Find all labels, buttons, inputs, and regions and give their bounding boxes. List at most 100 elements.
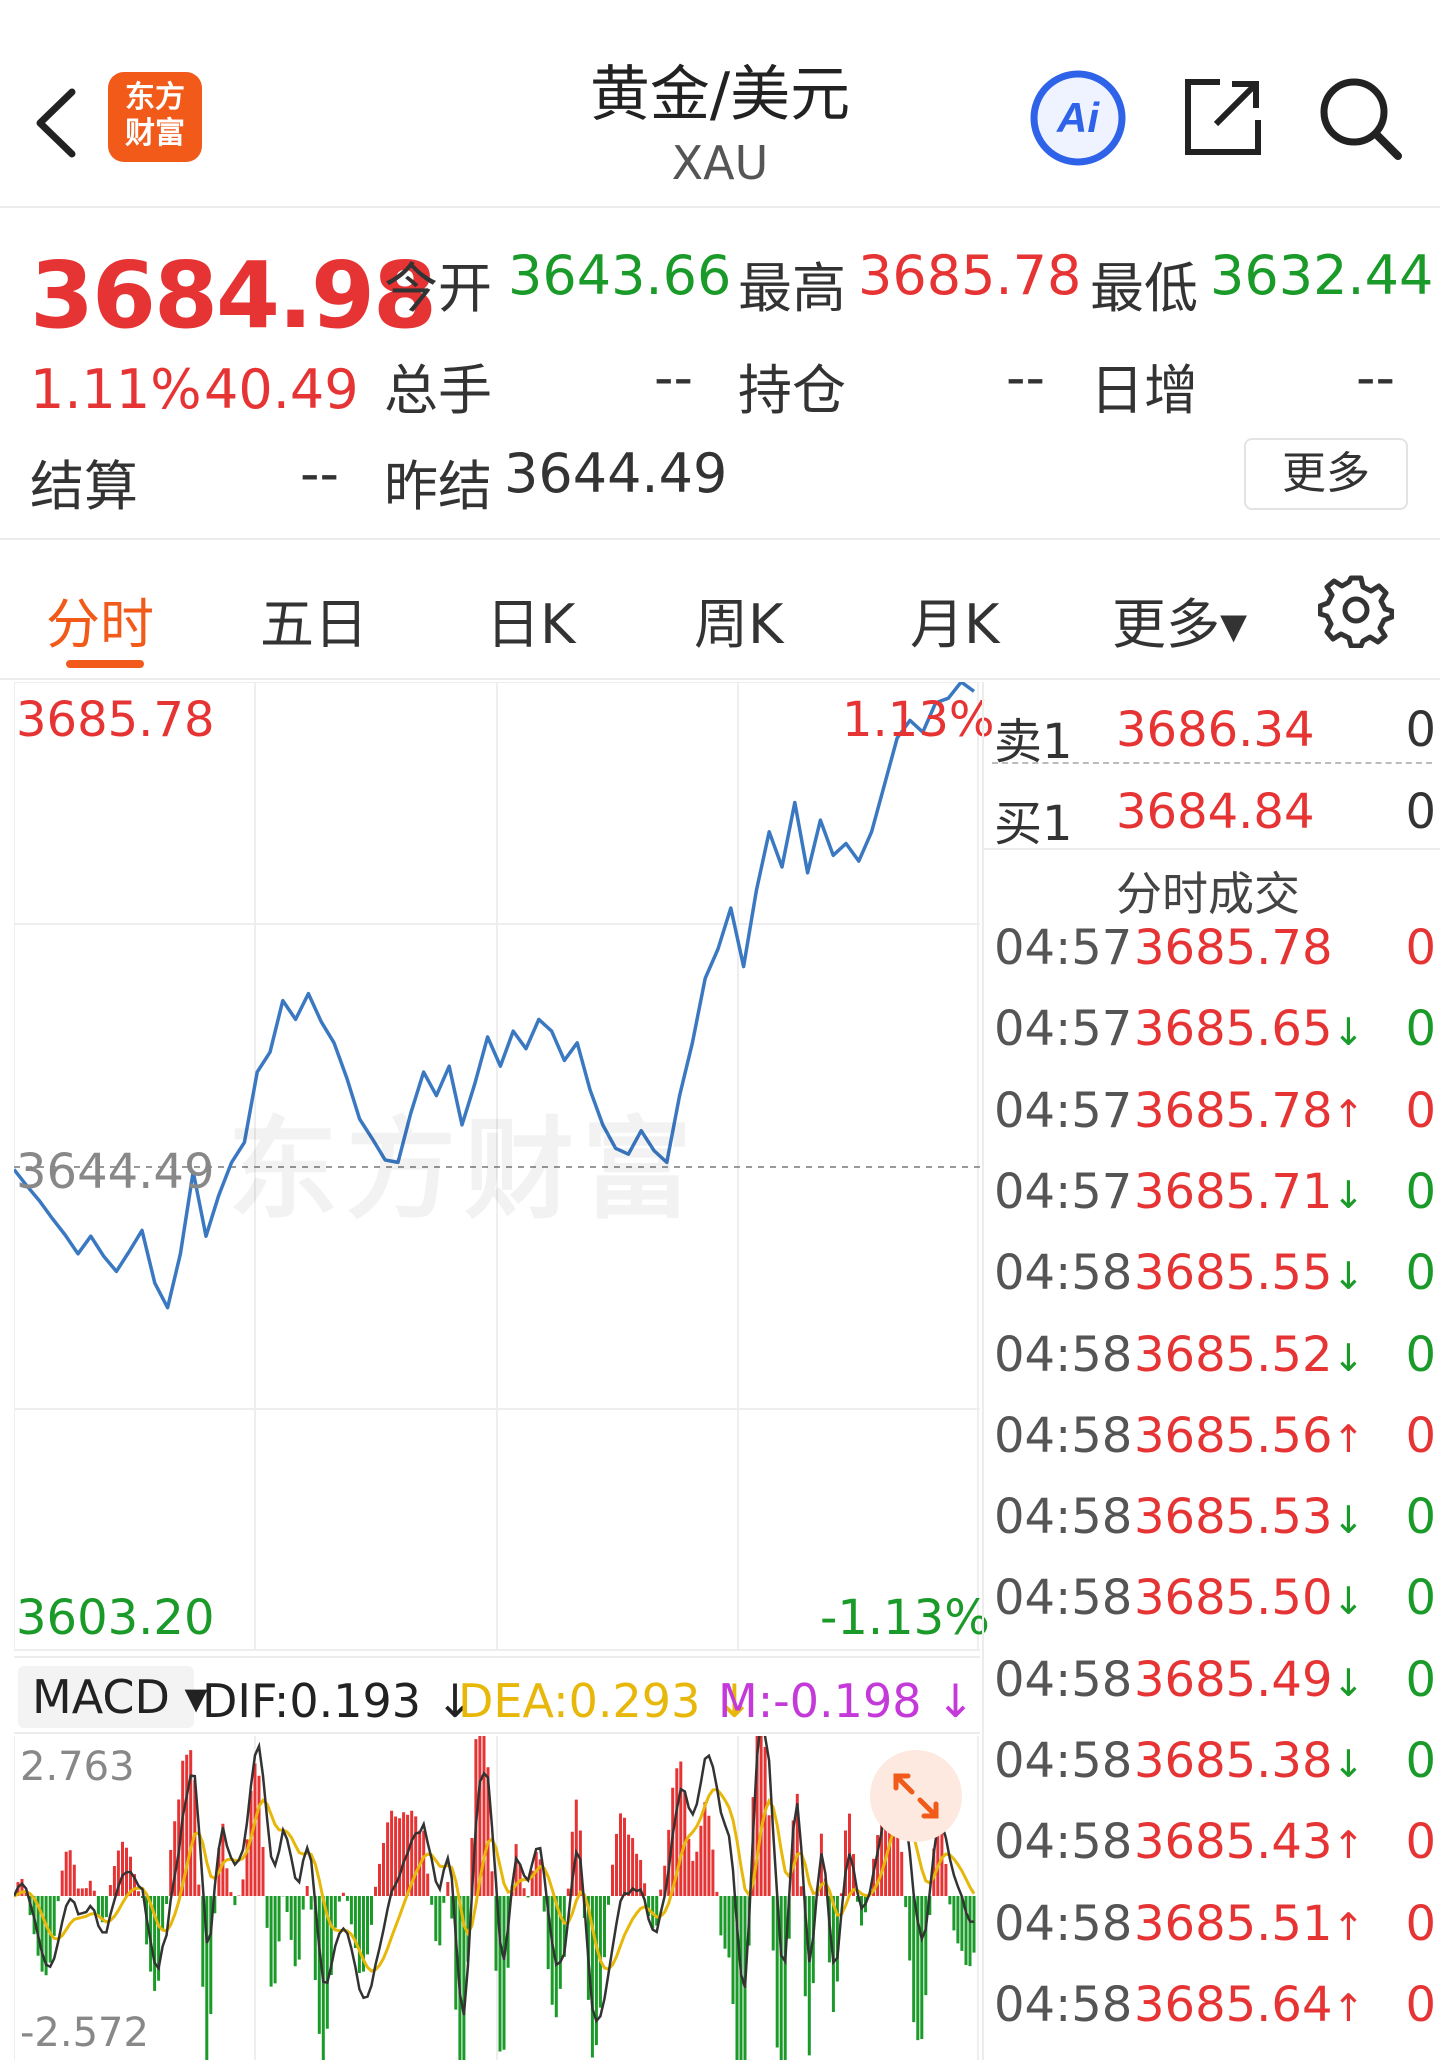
open-interest-label: 持仓 xyxy=(738,359,846,422)
tick-direction-icon: ↑ xyxy=(1332,1416,1365,1461)
tick-direction-icon: ↑ xyxy=(1332,1823,1365,1868)
tab-monthly-k[interactable]: 月K xyxy=(910,593,1000,656)
tab-five-day[interactable]: 五日 xyxy=(260,593,368,656)
indicator-selector[interactable]: MACD ▾ xyxy=(18,1666,208,1728)
more-quote-button[interactable]: 更多 xyxy=(1244,438,1408,510)
ticks-divider xyxy=(984,848,1440,850)
tick-direction-icon: ↓ xyxy=(1332,1660,1365,1705)
tick-volume: 0 xyxy=(1405,1733,1436,1789)
macd-chart[interactable] xyxy=(14,1736,980,2060)
volume-label: 总手 xyxy=(384,359,492,422)
change-percent: 1.11% xyxy=(30,358,202,421)
tick-price: 3685.55↓ xyxy=(1134,1245,1365,1302)
expand-button[interactable] xyxy=(870,1750,962,1842)
ticks-title: 分时成交 xyxy=(1116,867,1300,921)
share-button[interactable] xyxy=(1180,74,1266,160)
tick-volume: 0 xyxy=(1405,1489,1436,1546)
macd-min-label: -2.572 xyxy=(20,2010,149,2056)
search-button[interactable] xyxy=(1316,74,1406,164)
tick-volume: 0 xyxy=(1405,1814,1436,1871)
tick-volume: 0 xyxy=(1405,1245,1436,1302)
open-label: 今开 xyxy=(384,257,492,320)
price-line xyxy=(14,682,976,1310)
tick-row: 04:58 3685.52↓ 0 xyxy=(984,1327,1436,1407)
tick-volume: 0 xyxy=(1405,1163,1436,1220)
tick-direction-icon: ↓ xyxy=(1332,1172,1365,1217)
tick-price: 3685.56↑ xyxy=(1134,1407,1365,1464)
tick-price: 3685.78 xyxy=(1134,920,1333,976)
orderbook-divider xyxy=(992,762,1432,764)
tick-row: 04:58 3685.53↓ 0 xyxy=(984,1489,1436,1569)
high-value: 3685.78 xyxy=(858,244,1082,307)
tick-time: 04:58 xyxy=(994,1976,1133,2033)
open-value: 3643.66 xyxy=(508,244,732,307)
share-icon xyxy=(1185,79,1261,155)
back-button[interactable] xyxy=(26,78,86,168)
tick-direction-icon: ↑ xyxy=(1332,1904,1365,1949)
page-subtitle: XAU xyxy=(671,136,769,190)
low-label: 最低 xyxy=(1090,257,1198,320)
expand-icon xyxy=(893,1773,939,1819)
daily-increase-label: 日增 xyxy=(1090,359,1198,422)
settle-label: 结算 xyxy=(30,455,138,518)
low-value: 3632.44 xyxy=(1210,244,1434,307)
tick-time: 04:58 xyxy=(994,1489,1133,1546)
tick-volume: 0 xyxy=(1405,1082,1436,1139)
macd-dif: DIF:0.193 ↓ xyxy=(202,1674,475,1728)
tick-price: 3685.51↑ xyxy=(1134,1895,1365,1952)
tick-time: 04:57 xyxy=(994,1082,1133,1139)
tick-row: 04:58 3685.51↑ 0 xyxy=(984,1896,1436,1976)
top-bar: 东方 财富 黄金/美元 XAU Ai xyxy=(0,0,1440,208)
tick-price: 3685.43↑ xyxy=(1134,1814,1365,1871)
tick-direction-icon: ↓ xyxy=(1332,1254,1365,1299)
tick-row: 04:58 3685.55↓ 0 xyxy=(984,1245,1436,1325)
tick-volume: 0 xyxy=(1405,1407,1436,1464)
tick-row: 04:58 3685.50↓ 0 xyxy=(984,1570,1436,1650)
tick-time: 04:58 xyxy=(994,1895,1133,1952)
page-title: 黄金/美元 xyxy=(589,60,851,130)
ask-volume: 0 xyxy=(1405,702,1436,758)
tick-volume: 0 xyxy=(1405,1001,1436,1058)
change-amount: 40.49 xyxy=(204,358,359,421)
tick-row: 04:58 3685.64↑ 0 xyxy=(984,1977,1436,2057)
tick-time: 04:58 xyxy=(994,1814,1133,1871)
tick-price: 3685.65↓ xyxy=(1134,1001,1365,1058)
ai-button[interactable]: Ai xyxy=(1028,68,1128,168)
tick-direction-icon: ↑ xyxy=(1332,1091,1365,1136)
tick-price: 3685.64↑ xyxy=(1134,1976,1365,2033)
tick-volume: 0 xyxy=(1405,1976,1436,2033)
watermark: 东方财富 xyxy=(228,1106,700,1234)
macd-m: M:-0.198 ↓ xyxy=(718,1674,975,1728)
chart-high-percent: 1.13% xyxy=(842,692,995,748)
prev-settle-label: 昨结 xyxy=(384,455,492,518)
tab-intraday[interactable]: 分时 xyxy=(46,593,154,656)
bid-volume: 0 xyxy=(1405,784,1436,840)
tick-row: 04:57 3685.78 0 xyxy=(984,920,1436,1000)
tick-volume: 0 xyxy=(1405,1326,1436,1383)
tick-price: 3685.71↓ xyxy=(1134,1163,1365,1220)
active-tab-indicator xyxy=(66,660,144,668)
order-panel: 卖1 3686.34 0 买1 3684.84 0 分时成交 04:57 3685… xyxy=(982,682,1440,2060)
tab-more[interactable]: 更多▾ xyxy=(1112,593,1248,656)
tick-row: 04:58 3685.56↑ 0 xyxy=(984,1408,1436,1488)
tick-time: 04:57 xyxy=(994,1001,1133,1058)
daily-increase-value: -- xyxy=(1356,346,1395,409)
macd-histogram xyxy=(16,1736,976,2060)
tick-time: 04:58 xyxy=(994,1407,1133,1464)
tick-price: 3685.52↓ xyxy=(1134,1326,1365,1383)
chart-settings-button[interactable] xyxy=(1317,572,1395,649)
chevron-left-icon xyxy=(36,88,76,158)
tab-weekly-k[interactable]: 周K xyxy=(694,593,784,656)
period-tabs: 分时 五日 日K 周K 月K 更多▾ xyxy=(0,542,1440,680)
tab-daily-k[interactable]: 日K xyxy=(486,593,576,656)
bid-price: 3684.84 xyxy=(1116,784,1315,840)
chart-base-label: 3644.49 xyxy=(16,1144,215,1200)
tick-volume: 0 xyxy=(1405,1651,1436,1708)
intraday-chart[interactable] xyxy=(14,682,980,1652)
last-price: 3684.98 xyxy=(30,242,437,349)
tick-time: 04:58 xyxy=(994,1651,1133,1708)
tick-time: 04:57 xyxy=(994,920,1133,976)
tick-volume: 0 xyxy=(1405,1570,1436,1627)
tick-time: 04:58 xyxy=(994,1570,1133,1627)
tick-row: 04:58 3685.38↓ 0 xyxy=(984,1733,1436,1813)
